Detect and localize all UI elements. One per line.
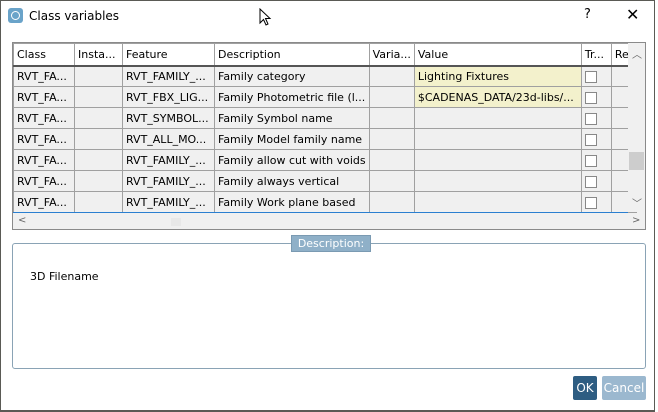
cell-variable[interactable] bbox=[368, 191, 415, 213]
cancel-button[interactable]: Cancel bbox=[602, 376, 646, 400]
vertical-scroll-thumb[interactable] bbox=[629, 152, 644, 170]
cell-description[interactable]: Family always vertical bbox=[214, 170, 370, 192]
cell-instance[interactable] bbox=[74, 86, 123, 108]
cell-description[interactable]: Family Work plane based bbox=[214, 191, 370, 213]
tr-checkbox[interactable] bbox=[584, 154, 597, 167]
cell-variable[interactable] bbox=[368, 107, 415, 129]
cell-tr bbox=[580, 170, 612, 192]
cell-description[interactable]: Family allow cut with voids bbox=[214, 149, 370, 171]
column-header[interactable]: Feature bbox=[122, 43, 215, 67]
cell-value[interactable] bbox=[413, 170, 582, 192]
cell-value[interactable] bbox=[413, 128, 582, 150]
cell-description[interactable]: Family category bbox=[214, 65, 370, 87]
cell-tr bbox=[580, 128, 612, 150]
cell-class[interactable]: RVT_FA... bbox=[13, 86, 75, 108]
description-label: Description: bbox=[291, 235, 371, 252]
column-header[interactable]: Tr... bbox=[580, 43, 612, 67]
cell-value[interactable] bbox=[413, 149, 582, 171]
tr-checkbox[interactable] bbox=[584, 91, 597, 104]
description-text: 3D Filename bbox=[30, 270, 99, 283]
column-header[interactable]: Insta... bbox=[74, 43, 123, 67]
description-group bbox=[12, 243, 646, 369]
cell-variable[interactable] bbox=[368, 86, 415, 108]
cell-variable[interactable] bbox=[368, 170, 415, 192]
close-button[interactable]: ✕ bbox=[626, 5, 640, 24]
cell-instance[interactable] bbox=[74, 149, 123, 171]
table-row[interactable]: RVT_FA... RVT_SYMBOL... Family Symbol name bbox=[13, 107, 637, 129]
table-row[interactable]: RVT_FA... RVT_FBX_LIG... Family Photometri… bbox=[13, 86, 637, 108]
tr-checkbox[interactable] bbox=[584, 196, 597, 209]
scroll-up-icon[interactable]: ︿ bbox=[632, 50, 642, 61]
cell-class[interactable]: RVT_FA... bbox=[13, 170, 75, 192]
window-title: Class variables bbox=[29, 9, 120, 23]
help-button[interactable]: ? bbox=[584, 7, 591, 22]
cell-tr bbox=[580, 107, 612, 129]
cell-feature[interactable]: RVT_FAMILY_... bbox=[122, 65, 215, 87]
cell-feature[interactable]: RVT_FAMILY_... bbox=[122, 149, 215, 171]
column-header[interactable]: Value bbox=[413, 43, 582, 67]
cell-feature[interactable]: RVT_ALL_MO... bbox=[122, 128, 215, 150]
mouse-cursor-icon bbox=[259, 8, 272, 26]
cell-instance[interactable] bbox=[74, 65, 123, 87]
column-header[interactable]: Description bbox=[214, 43, 370, 67]
scroll-down-icon[interactable]: ﹀ bbox=[632, 199, 642, 210]
cell-class[interactable]: RVT_FA... bbox=[13, 107, 75, 129]
table-row[interactable]: RVT_FA... RVT_FAMILY_... Family allow cut … bbox=[13, 149, 637, 171]
table-row[interactable]: RVT_FA... RVT_FAMILY_... Family Work plane… bbox=[13, 191, 637, 213]
cell-value[interactable]: Lighting Fixtures bbox=[413, 65, 582, 87]
cell-feature[interactable]: RVT_FAMILY_... bbox=[122, 191, 215, 213]
horizontal-scroll-thumb[interactable] bbox=[171, 218, 181, 226]
tr-checkbox[interactable] bbox=[584, 175, 597, 188]
table-row[interactable]: RVT_FA... RVT_ALL_MO... Family Model famil… bbox=[13, 128, 637, 150]
cell-instance[interactable] bbox=[74, 191, 123, 213]
cell-value[interactable] bbox=[413, 191, 582, 213]
app-icon bbox=[8, 8, 23, 23]
cell-value[interactable] bbox=[413, 107, 582, 129]
cell-instance[interactable] bbox=[74, 128, 123, 150]
cell-feature[interactable]: RVT_FAMILY_... bbox=[122, 170, 215, 192]
tr-checkbox[interactable] bbox=[584, 112, 597, 125]
cell-description[interactable]: Family Photometric file (l... bbox=[214, 86, 370, 108]
scroll-right-icon[interactable]: > bbox=[632, 215, 641, 226]
cell-class[interactable]: RVT_FA... bbox=[13, 65, 75, 87]
ok-button[interactable]: OK bbox=[573, 376, 597, 400]
column-header[interactable]: Varia... bbox=[368, 43, 415, 67]
cell-class[interactable]: RVT_FA... bbox=[13, 128, 75, 150]
cell-instance[interactable] bbox=[74, 170, 123, 192]
tr-checkbox[interactable] bbox=[584, 70, 597, 83]
cell-tr bbox=[580, 191, 612, 213]
cell-tr bbox=[580, 86, 612, 108]
vertical-scrollbar[interactable]: ︿ ﹀ bbox=[628, 43, 645, 212]
tr-checkbox[interactable] bbox=[584, 133, 597, 146]
cell-variable[interactable] bbox=[368, 149, 415, 171]
variables-table: Class Insta... Feature Description Varia... V… bbox=[12, 42, 646, 230]
cell-class[interactable]: RVT_FA... bbox=[13, 191, 75, 213]
scroll-left-icon[interactable]: < bbox=[18, 215, 27, 226]
cell-instance[interactable] bbox=[74, 107, 123, 129]
cell-description[interactable]: Family Model family name bbox=[214, 128, 370, 150]
cell-value[interactable]: $CADENAS_DATA/23d-libs/... bbox=[413, 86, 582, 108]
cell-tr bbox=[580, 65, 612, 87]
horizontal-scrollbar[interactable]: < > bbox=[13, 212, 640, 229]
title-bar: Class variables ? ✕ bbox=[1, 1, 654, 33]
cell-class[interactable]: RVT_FA... bbox=[13, 149, 75, 171]
table-row[interactable]: RVT_FA... RVT_FAMILY_... Family category Li… bbox=[13, 65, 637, 87]
cell-feature[interactable]: RVT_FBX_LIG... bbox=[122, 86, 215, 108]
table-row[interactable]: RVT_FA... RVT_FAMILY_... Family always ver… bbox=[13, 170, 637, 192]
cell-description[interactable]: Family Symbol name bbox=[214, 107, 370, 129]
cell-variable[interactable] bbox=[368, 128, 415, 150]
cell-tr bbox=[580, 149, 612, 171]
cell-variable[interactable] bbox=[368, 65, 415, 87]
column-header[interactable]: Class bbox=[13, 43, 75, 67]
cell-feature[interactable]: RVT_SYMBOL... bbox=[122, 107, 215, 129]
